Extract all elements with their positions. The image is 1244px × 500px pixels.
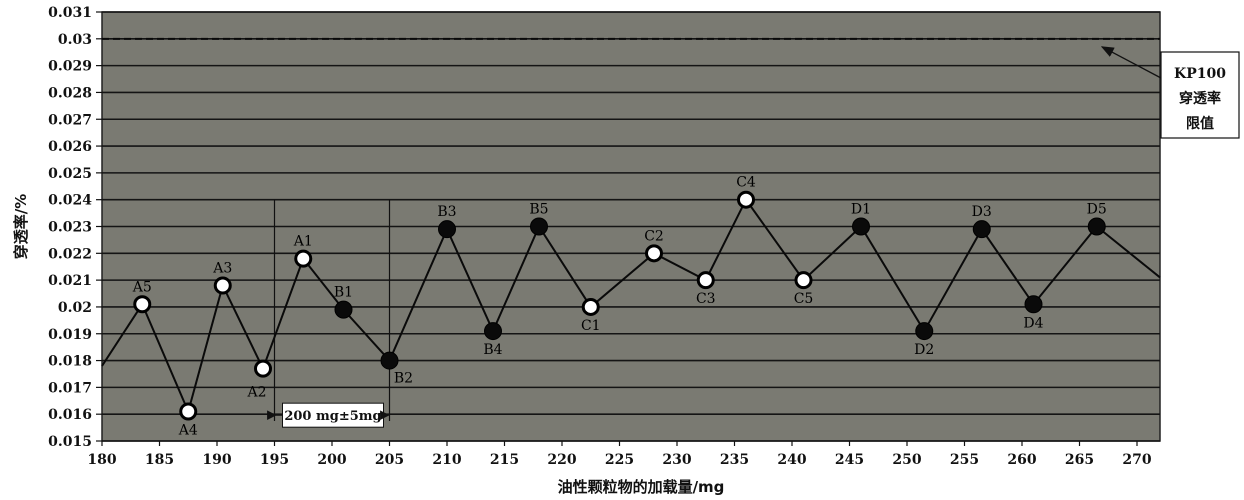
point-label-c5: C5 xyxy=(794,291,814,307)
marker-d2 xyxy=(915,322,934,341)
marker-d5 xyxy=(1087,217,1106,236)
x-tick-labels: 180 185 190 195 200 205 210 215 220 225 230 235 240 2… xyxy=(87,452,1151,468)
point-label-b3: B3 xyxy=(437,204,456,220)
marker-c2 xyxy=(645,244,663,263)
marker-d3 xyxy=(972,220,991,239)
point-label-d3: D3 xyxy=(972,204,992,220)
marker-a4 xyxy=(179,402,198,421)
point-label-b2: B2 xyxy=(394,371,413,387)
y-tick-label: 0.026 xyxy=(48,139,92,155)
y-tick-label: 0.023 xyxy=(48,220,92,236)
y-tick-label: 0.03 xyxy=(58,32,92,48)
annotation-box xyxy=(1160,51,1240,139)
x-tick-label: 245 xyxy=(835,452,864,468)
point-label-b1: B1 xyxy=(334,285,353,301)
range-lines xyxy=(273,199,391,421)
range-text: 200 mg±5mg xyxy=(284,409,381,424)
y-tick-label: 0.016 xyxy=(48,407,92,423)
y-tick-label: 0.021 xyxy=(48,273,92,289)
marker-b2 xyxy=(380,351,399,370)
x-tick-label: 190 xyxy=(202,452,231,468)
marker-d4 xyxy=(1024,295,1043,314)
point-label-b5: B5 xyxy=(529,202,548,218)
point-label-d4: D4 xyxy=(1023,315,1043,331)
x-tick-label: 210 xyxy=(432,452,461,468)
marker-b1 xyxy=(334,300,353,319)
point-label-a4: A4 xyxy=(178,423,198,439)
y-tick-label: 0.031 xyxy=(48,5,92,21)
point-label-d1: D1 xyxy=(851,202,871,218)
point-label-a2: A2 xyxy=(246,385,266,401)
point-label-a5: A5 xyxy=(132,279,152,295)
point-label-c3: C3 xyxy=(696,291,716,307)
point-label-c4: C4 xyxy=(736,175,756,191)
marker-d1 xyxy=(852,217,870,236)
marker-c4 xyxy=(737,190,755,209)
x-tick-label: 270 xyxy=(1122,452,1151,468)
x-tick-label: 240 xyxy=(777,452,806,468)
x-tick-label: 230 xyxy=(662,452,691,468)
marker-a1 xyxy=(294,249,313,268)
marker-c3 xyxy=(696,271,715,290)
gridlines xyxy=(96,11,1160,446)
point-label-b4: B4 xyxy=(483,342,502,358)
marker-a3 xyxy=(213,276,232,295)
y-tick-label: 0.015 xyxy=(48,434,92,450)
marker-b4 xyxy=(484,322,502,341)
point-label-a1: A1 xyxy=(293,234,313,250)
x-tick-label: 180 xyxy=(87,452,116,468)
y-tick-label: 0.029 xyxy=(48,59,92,75)
annotation-line-3: 限值 xyxy=(1186,115,1214,132)
point-label-d5: D5 xyxy=(1087,202,1107,218)
y-tick-label: 0.024 xyxy=(48,193,92,209)
y-tick-label: 0.025 xyxy=(48,166,92,182)
x-tick-label: 215 xyxy=(490,452,519,468)
series-line xyxy=(101,197,1161,415)
x-tick-label: 265 xyxy=(1065,452,1094,468)
y-tick-label: 0.022 xyxy=(48,246,92,262)
y-tick-labels: 0.015 0.016 0.017 0.018 0.019 0.02 0.021 0.022 0… xyxy=(48,5,92,450)
y-tick-label: 0.018 xyxy=(48,354,92,370)
x-tick-label: 195 xyxy=(260,452,289,468)
y-axis-label: 穿透率/% xyxy=(12,194,30,260)
x-tick-label: 220 xyxy=(547,452,576,468)
marker-b5 xyxy=(530,217,548,236)
marker-c1 xyxy=(581,297,600,316)
x-axis-label: 油性颗粒物的加载量/mg xyxy=(558,478,725,496)
limit-annotation: KP100 穿透率 限值 xyxy=(1100,46,1240,139)
x-tick-label: 250 xyxy=(892,452,921,468)
marker-b3 xyxy=(438,220,456,239)
marker-c5 xyxy=(794,271,813,290)
marker-a2 xyxy=(254,359,272,378)
x-tick-label: 255 xyxy=(950,452,979,468)
point-label-d2: D2 xyxy=(914,342,934,358)
x-tick-label: 235 xyxy=(720,452,749,468)
annotation-arrow xyxy=(1100,46,1162,79)
y-tick-label: 0.017 xyxy=(48,380,92,396)
annotation-line-1: KP100 xyxy=(1174,66,1226,82)
point-label-a3: A3 xyxy=(212,260,232,276)
y-tick-label: 0.028 xyxy=(48,85,92,101)
annotation-line-2: 穿透率 xyxy=(1179,90,1221,107)
x-tick-label: 225 xyxy=(605,452,634,468)
x-tick-label: 205 xyxy=(375,452,404,468)
point-labels: A5 A4 A3 A2 A1 B1 B2 B3 B4 B5 C1 C2 C3 C4 C5 D1 D2 D3 D4 D5 xyxy=(132,175,1107,439)
y-tick-label: 0.019 xyxy=(48,327,92,343)
point-label-c1: C1 xyxy=(581,318,601,334)
markers xyxy=(133,190,1106,421)
point-label-c2: C2 xyxy=(644,228,664,244)
y-tick-label: 0.02 xyxy=(58,300,92,316)
marker-a5 xyxy=(133,295,152,314)
y-tick-label: 0.027 xyxy=(48,112,92,128)
x-tick-label: 260 xyxy=(1007,452,1036,468)
range-marker: 200 mg±5mg xyxy=(267,402,390,428)
x-tick-label: 185 xyxy=(145,452,174,468)
x-tick-label: 200 xyxy=(317,452,346,468)
